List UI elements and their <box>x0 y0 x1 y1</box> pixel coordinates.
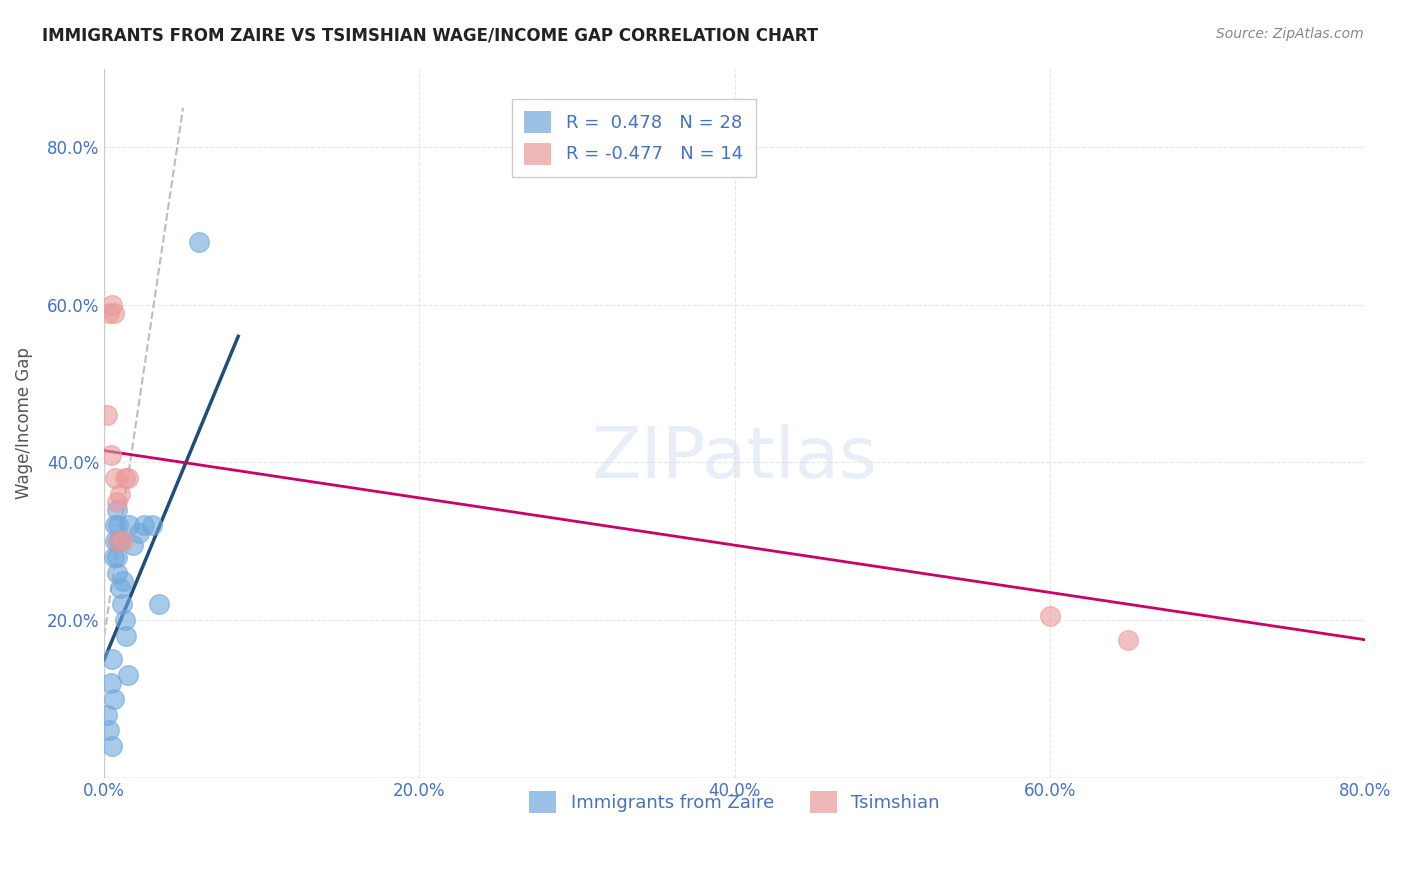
Point <box>110 597 132 611</box>
Point <box>1118 632 1140 647</box>
Point <box>128 526 150 541</box>
Point <box>114 471 136 485</box>
Y-axis label: Wage/Income Gap: Wage/Income Gap <box>15 347 32 499</box>
Text: Source: ZipAtlas.com: Source: ZipAtlas.com <box>1216 27 1364 41</box>
Point <box>115 629 138 643</box>
Point <box>105 495 128 509</box>
Point <box>100 448 122 462</box>
Text: IMMIGRANTS FROM ZAIRE VS TSIMSHIAN WAGE/INCOME GAP CORRELATION CHART: IMMIGRANTS FROM ZAIRE VS TSIMSHIAN WAGE/… <box>42 27 818 45</box>
Point <box>105 566 128 580</box>
Point <box>104 534 127 549</box>
Point <box>104 518 127 533</box>
Point <box>114 613 136 627</box>
Point <box>108 534 131 549</box>
Point <box>96 707 118 722</box>
Point <box>121 538 143 552</box>
Point <box>1039 609 1062 624</box>
Point <box>100 676 122 690</box>
Point <box>101 652 124 666</box>
Point <box>107 518 129 533</box>
Point <box>141 518 163 533</box>
Point <box>103 306 125 320</box>
Point <box>148 597 170 611</box>
Point <box>104 471 127 485</box>
Point <box>103 549 125 564</box>
Point <box>132 518 155 533</box>
Point <box>112 534 135 549</box>
Point <box>187 235 209 249</box>
Point <box>105 549 128 564</box>
Point <box>108 582 131 596</box>
Text: ZIPatlas: ZIPatlas <box>592 424 877 493</box>
Point <box>96 408 118 422</box>
Point <box>118 518 141 533</box>
Point <box>107 534 129 549</box>
Point <box>98 306 121 320</box>
Point <box>98 723 121 738</box>
Point <box>117 668 139 682</box>
Point <box>117 471 139 485</box>
Point <box>108 487 131 501</box>
Point <box>101 298 124 312</box>
Point <box>112 574 135 588</box>
Legend: Immigrants from Zaire, Tsimshian: Immigrants from Zaire, Tsimshian <box>516 778 953 825</box>
Point <box>101 739 124 753</box>
Point <box>103 691 125 706</box>
Point <box>105 502 128 516</box>
Point <box>107 534 129 549</box>
